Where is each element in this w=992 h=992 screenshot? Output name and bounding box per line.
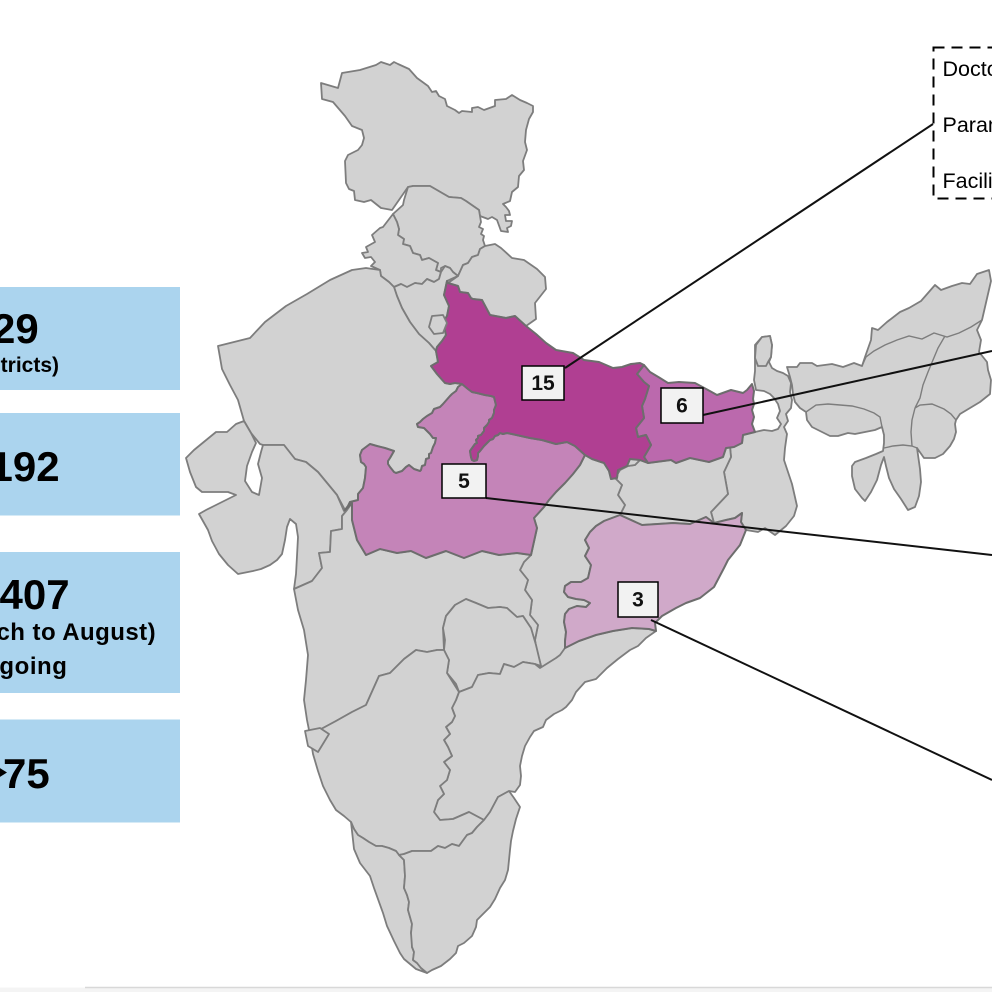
svg-text:15: 15 (531, 372, 555, 395)
svg-text:3: 3 (632, 589, 644, 612)
svg-text:407: 407 (0, 571, 70, 618)
svg-text:6: 6 (676, 395, 688, 418)
svg-text:stricts): stricts) (0, 354, 59, 377)
svg-text:Paramedics trained: Paramedics trained (943, 113, 992, 137)
svg-text:75: 75 (3, 750, 50, 797)
svg-text:Doctors trained: Doctors trained (943, 57, 992, 81)
svg-text:29: 29 (0, 305, 39, 352)
svg-text:ongoing: ongoing (0, 653, 67, 680)
svg-text:Facilities covered: Facilities covered (943, 169, 992, 193)
svg-text:192: 192 (0, 443, 60, 490)
svg-text:5: 5 (458, 470, 470, 493)
svg-text:(March to August): (March to August) (0, 619, 156, 646)
